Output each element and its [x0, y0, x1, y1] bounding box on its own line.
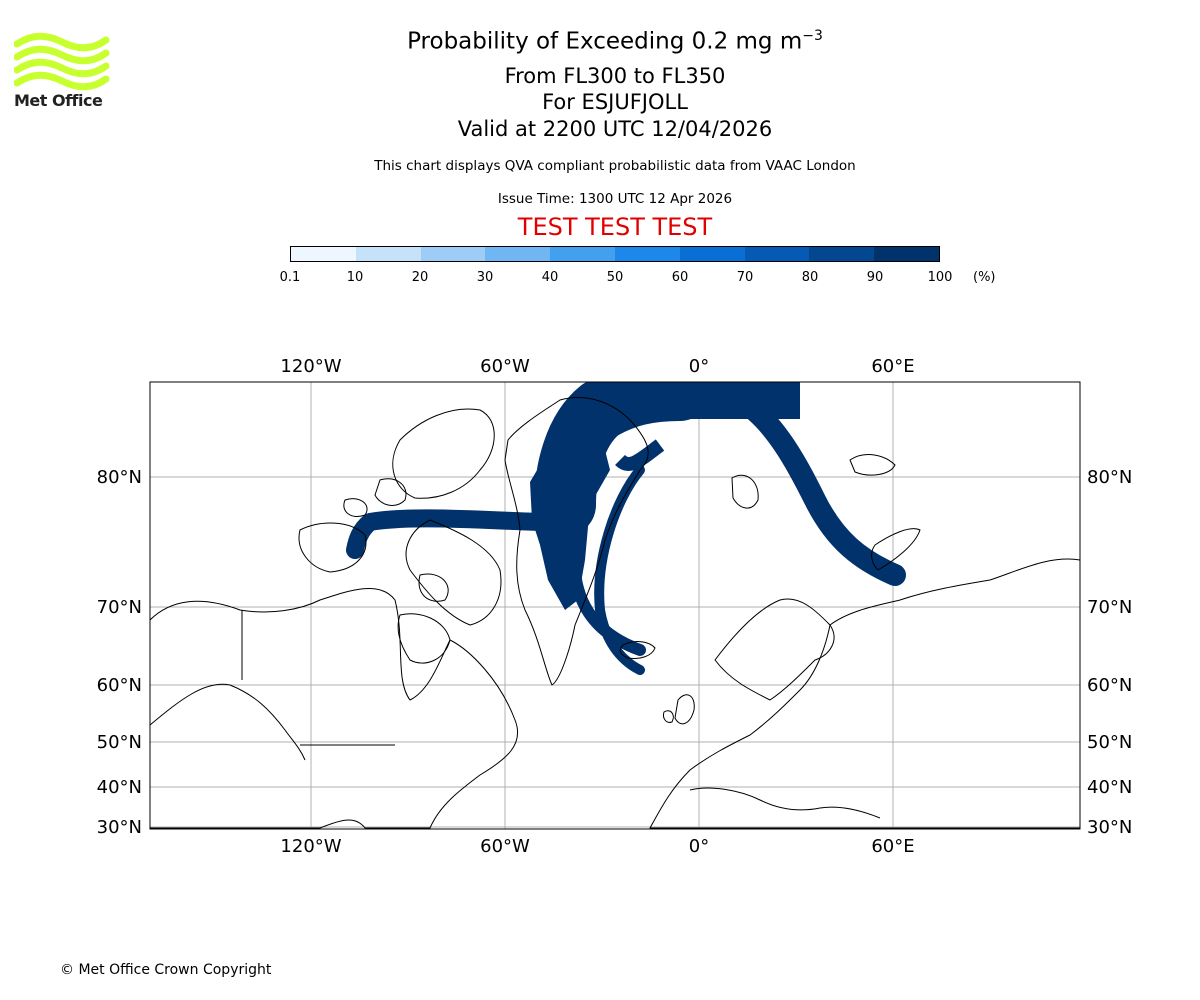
colorbar-segment	[874, 247, 939, 261]
colorbar-tick-label: 60	[671, 270, 689, 285]
british-isles-coast	[663, 694, 695, 725]
longitude-label: 60°W	[480, 836, 530, 857]
longitude-label: 60°E	[871, 836, 914, 857]
ash-plume	[346, 382, 906, 675]
eurasia-north-coast	[649, 558, 1080, 829]
novaya-zemlya-coast	[871, 528, 921, 571]
met-office-logo	[14, 32, 110, 91]
latitude-label: 60°N	[97, 675, 142, 696]
colorbar-tick-label: 80	[801, 270, 819, 285]
map-frame	[149, 381, 1081, 830]
colorbar-tick-label: 0.1	[279, 270, 301, 285]
logo-wave	[14, 71, 110, 91]
scandinavia-coast	[714, 598, 835, 701]
plume-inner-curve	[615, 439, 665, 471]
colorbar-segment	[420, 247, 486, 261]
met-office-logo-text: Met Office	[14, 91, 103, 110]
probability-colorbar	[290, 246, 940, 262]
latitude-label: 30°N	[1087, 817, 1132, 838]
longitude-label: 120°W	[280, 836, 341, 857]
chart-title: Probability of Exceeding 0.2 mg m−3	[407, 28, 823, 55]
plume-west-arm	[346, 509, 549, 559]
colorbar-tick-label: 100	[927, 270, 953, 285]
latitude-label: 70°N	[1087, 597, 1132, 618]
mediterranean-coast	[689, 787, 881, 819]
plume-east-arm	[729, 389, 906, 586]
colorbar-tick-label: 90	[866, 270, 884, 285]
qva-disclaimer: This chart displays QVA compliant probab…	[374, 158, 856, 174]
valid-time: Valid at 2200 UTC 12/04/2026	[457, 117, 773, 141]
north-america-coast	[150, 587, 519, 829]
longitude-label: 120°W	[280, 356, 341, 377]
iceland-coast	[619, 641, 656, 659]
colorbar-segment	[550, 247, 615, 261]
colorbar-tick-label: 40	[541, 270, 559, 285]
colorbar-segment	[744, 247, 810, 261]
colorbar-tick-label: 30	[476, 270, 494, 285]
graticule	[150, 382, 1080, 829]
plume-iceland-arm	[594, 465, 645, 675]
latitude-label: 30°N	[97, 817, 142, 838]
colorbar-segment	[679, 247, 745, 261]
hudson-bay-coast	[397, 613, 451, 664]
victoria-island-coast	[298, 522, 367, 573]
longitude-label: 0°	[689, 836, 709, 857]
issue-time: Issue Time: 1300 UTC 12 Apr 2026	[497, 191, 733, 207]
volcano-name: For ESJUFJOLL	[542, 90, 688, 114]
latitude-label: 40°N	[97, 777, 142, 798]
colorbar-unit: (%)	[973, 270, 996, 285]
flight-level-range: From FL300 to FL350	[504, 64, 726, 88]
logo-wave	[14, 45, 110, 65]
longitude-label: 0°	[689, 356, 709, 377]
colorbar-segment	[614, 247, 680, 261]
colorbar-segment	[291, 247, 356, 261]
plume-south-arm	[568, 534, 646, 656]
colorbar-segment	[355, 247, 421, 261]
longitude-label: 60°E	[871, 356, 914, 377]
colorbar-segment	[485, 247, 551, 261]
latitude-label: 40°N	[1087, 777, 1132, 798]
longitude-label: 60°W	[480, 356, 530, 377]
colorbar-tick-label: 20	[411, 270, 429, 285]
colorbar-tick-label: 70	[736, 270, 754, 285]
pacific-northwest-coast	[150, 683, 306, 761]
axis-labels: 120°W 120°W 60°W 60°W 0° 0° 60°E 60°E 80°N 80°N 70…	[97, 356, 1133, 857]
svalbard-coast	[731, 474, 759, 509]
greenland-coast	[504, 397, 649, 686]
latitude-label: 50°N	[1087, 732, 1132, 753]
baffin-island-coast	[405, 519, 502, 626]
ellesmere-coast	[392, 408, 495, 499]
latitude-label: 50°N	[97, 732, 142, 753]
plume-greenland-body	[530, 430, 610, 610]
latitude-label: 80°N	[97, 467, 142, 488]
latitude-label: 70°N	[97, 597, 142, 618]
franz-josef-land-coast	[849, 454, 896, 476]
copyright-notice: © Met Office Crown Copyright	[60, 962, 272, 978]
logo-wave	[14, 58, 110, 78]
colorbar-tick-label: 50	[606, 270, 624, 285]
latitude-label: 60°N	[1087, 675, 1132, 696]
coastlines	[150, 397, 1080, 829]
logo-wave	[14, 32, 110, 52]
test-banner: TEST TEST TEST	[517, 213, 713, 241]
colorbar-segment	[809, 247, 875, 261]
arctic-islands-coast	[343, 478, 449, 602]
colorbar-tick-label: 10	[346, 270, 364, 285]
latitude-label: 80°N	[1087, 467, 1132, 488]
